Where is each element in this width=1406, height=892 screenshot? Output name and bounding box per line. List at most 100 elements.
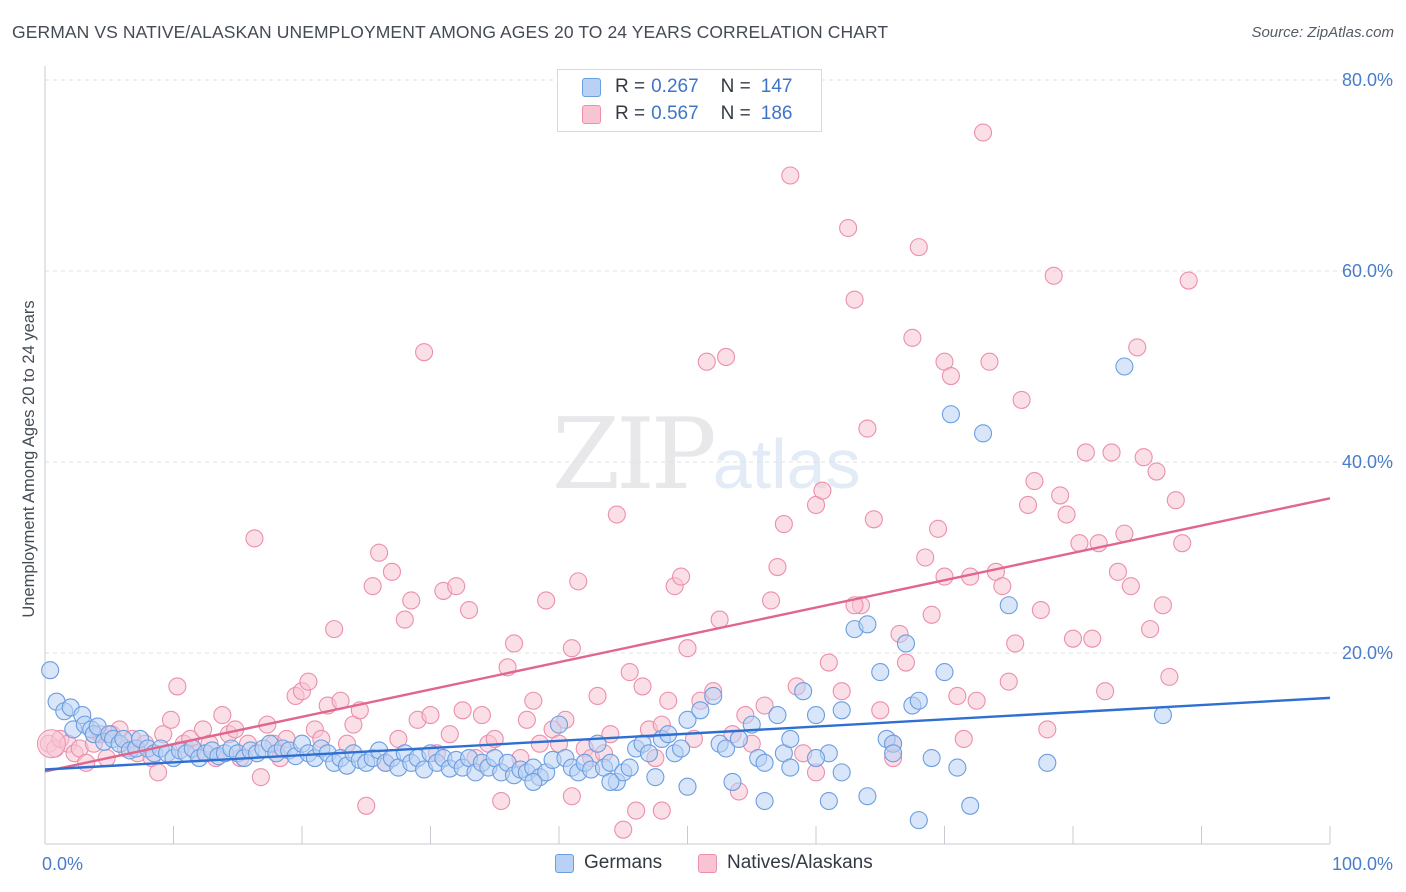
germans-point bbox=[620, 758, 639, 777]
series-legend: Germans Natives/Alaskans bbox=[0, 852, 1406, 876]
germans-swatch bbox=[582, 77, 601, 97]
natives-point bbox=[472, 706, 491, 725]
germans-point bbox=[678, 777, 697, 796]
natives-point bbox=[1006, 634, 1025, 653]
germans-point bbox=[524, 772, 543, 791]
natives-point bbox=[627, 801, 646, 820]
y-axis-label: Unemployment Among Ages 20 to 24 years bbox=[20, 300, 38, 617]
y-tick-label: 60.0% bbox=[1342, 261, 1393, 281]
natives-point bbox=[562, 787, 581, 806]
legend-item-germans[interactable]: Germans bbox=[555, 852, 662, 874]
natives-point bbox=[954, 729, 973, 749]
natives-point bbox=[781, 166, 800, 185]
trend-lines bbox=[44, 497, 1331, 773]
natives-point bbox=[1108, 562, 1128, 581]
natives-point bbox=[864, 510, 883, 529]
natives-point bbox=[993, 577, 1012, 596]
natives-point bbox=[421, 706, 440, 725]
natives-trend-line bbox=[44, 497, 1331, 773]
germans-trend-line bbox=[44, 696, 1331, 771]
natives-point bbox=[168, 677, 187, 696]
natives-point bbox=[251, 768, 270, 787]
legend-row-germans: R = 0.267 N = 147 bbox=[582, 75, 792, 99]
germans-point bbox=[935, 663, 954, 682]
germans-point bbox=[755, 791, 774, 811]
natives-point bbox=[325, 620, 344, 639]
natives-point bbox=[1018, 495, 1038, 515]
r-value: 0.567 bbox=[651, 103, 699, 124]
germans-point bbox=[549, 715, 569, 734]
germans-point bbox=[832, 763, 851, 782]
natives-point bbox=[382, 562, 402, 581]
natives-point bbox=[1057, 505, 1076, 524]
natives-point bbox=[1147, 462, 1166, 481]
x-tick-label: 100.0% bbox=[1332, 854, 1393, 874]
y-tick-labels: 20.0% 40.0% 60.0% 80.0% bbox=[1342, 70, 1393, 663]
natives-point bbox=[896, 653, 916, 672]
natives-point bbox=[1121, 577, 1140, 596]
natives-point bbox=[161, 710, 180, 729]
natives-point bbox=[1128, 338, 1147, 357]
natives-point bbox=[537, 591, 556, 610]
germans-point bbox=[1153, 706, 1172, 725]
n-value: 147 bbox=[760, 76, 793, 97]
natives-point bbox=[213, 706, 232, 725]
natives-point bbox=[929, 519, 948, 538]
natives-point bbox=[1012, 390, 1031, 409]
germans-point bbox=[672, 739, 691, 758]
natives-point bbox=[916, 548, 935, 567]
legend-item-natives[interactable]: Natives/Alaskans bbox=[698, 852, 873, 874]
natives-point bbox=[1166, 491, 1185, 510]
germans-swatch bbox=[555, 853, 574, 873]
germans-point bbox=[909, 811, 928, 830]
germans-point bbox=[922, 748, 941, 768]
axes bbox=[44, 66, 1331, 845]
natives-point bbox=[504, 634, 524, 653]
natives-point bbox=[1141, 620, 1160, 639]
natives-point bbox=[440, 725, 459, 744]
germans-point bbox=[884, 744, 903, 763]
germans-point bbox=[973, 424, 993, 443]
natives-point bbox=[447, 577, 466, 596]
germans-point bbox=[909, 691, 928, 710]
germans-point bbox=[691, 701, 710, 720]
germans-point bbox=[1038, 753, 1057, 772]
germans-point bbox=[716, 739, 736, 758]
r-label: R = bbox=[615, 76, 646, 97]
germans-point bbox=[999, 596, 1018, 615]
x-tick-label: 0.0% bbox=[42, 854, 83, 874]
germans-point bbox=[794, 682, 813, 701]
natives-point bbox=[1038, 720, 1057, 739]
germans-point bbox=[1115, 357, 1134, 376]
natives-point bbox=[1076, 443, 1095, 462]
germans-point bbox=[678, 710, 697, 729]
natives-point bbox=[697, 352, 716, 371]
legend-label-germans: Germans bbox=[584, 852, 663, 873]
germans-point bbox=[819, 791, 838, 811]
natives-point bbox=[1134, 448, 1153, 467]
germans-point bbox=[601, 772, 620, 791]
germans-point bbox=[961, 796, 980, 815]
natives-point bbox=[370, 543, 389, 562]
stats-legend: R = 0.267 N = 147 R = 0.567 N = 186 bbox=[557, 69, 822, 132]
natives-point bbox=[530, 734, 549, 753]
natives-point bbox=[768, 557, 787, 577]
natives-point bbox=[999, 672, 1018, 691]
germans-point bbox=[948, 758, 967, 777]
germans-point bbox=[41, 661, 60, 680]
r-label: R = bbox=[615, 103, 646, 124]
germans-point bbox=[858, 615, 877, 634]
germans-point bbox=[832, 701, 851, 720]
germans-point bbox=[723, 772, 742, 791]
natives-point bbox=[819, 653, 838, 672]
germans-point bbox=[729, 729, 748, 749]
natives-point bbox=[922, 605, 941, 624]
germans-point bbox=[781, 758, 800, 777]
natives-point bbox=[1031, 600, 1050, 620]
natives-point bbox=[1173, 534, 1192, 553]
natives-point bbox=[1153, 596, 1172, 615]
natives-point bbox=[1179, 271, 1198, 290]
natives-points bbox=[36, 123, 1198, 839]
y-tick-label: 80.0% bbox=[1342, 70, 1393, 90]
